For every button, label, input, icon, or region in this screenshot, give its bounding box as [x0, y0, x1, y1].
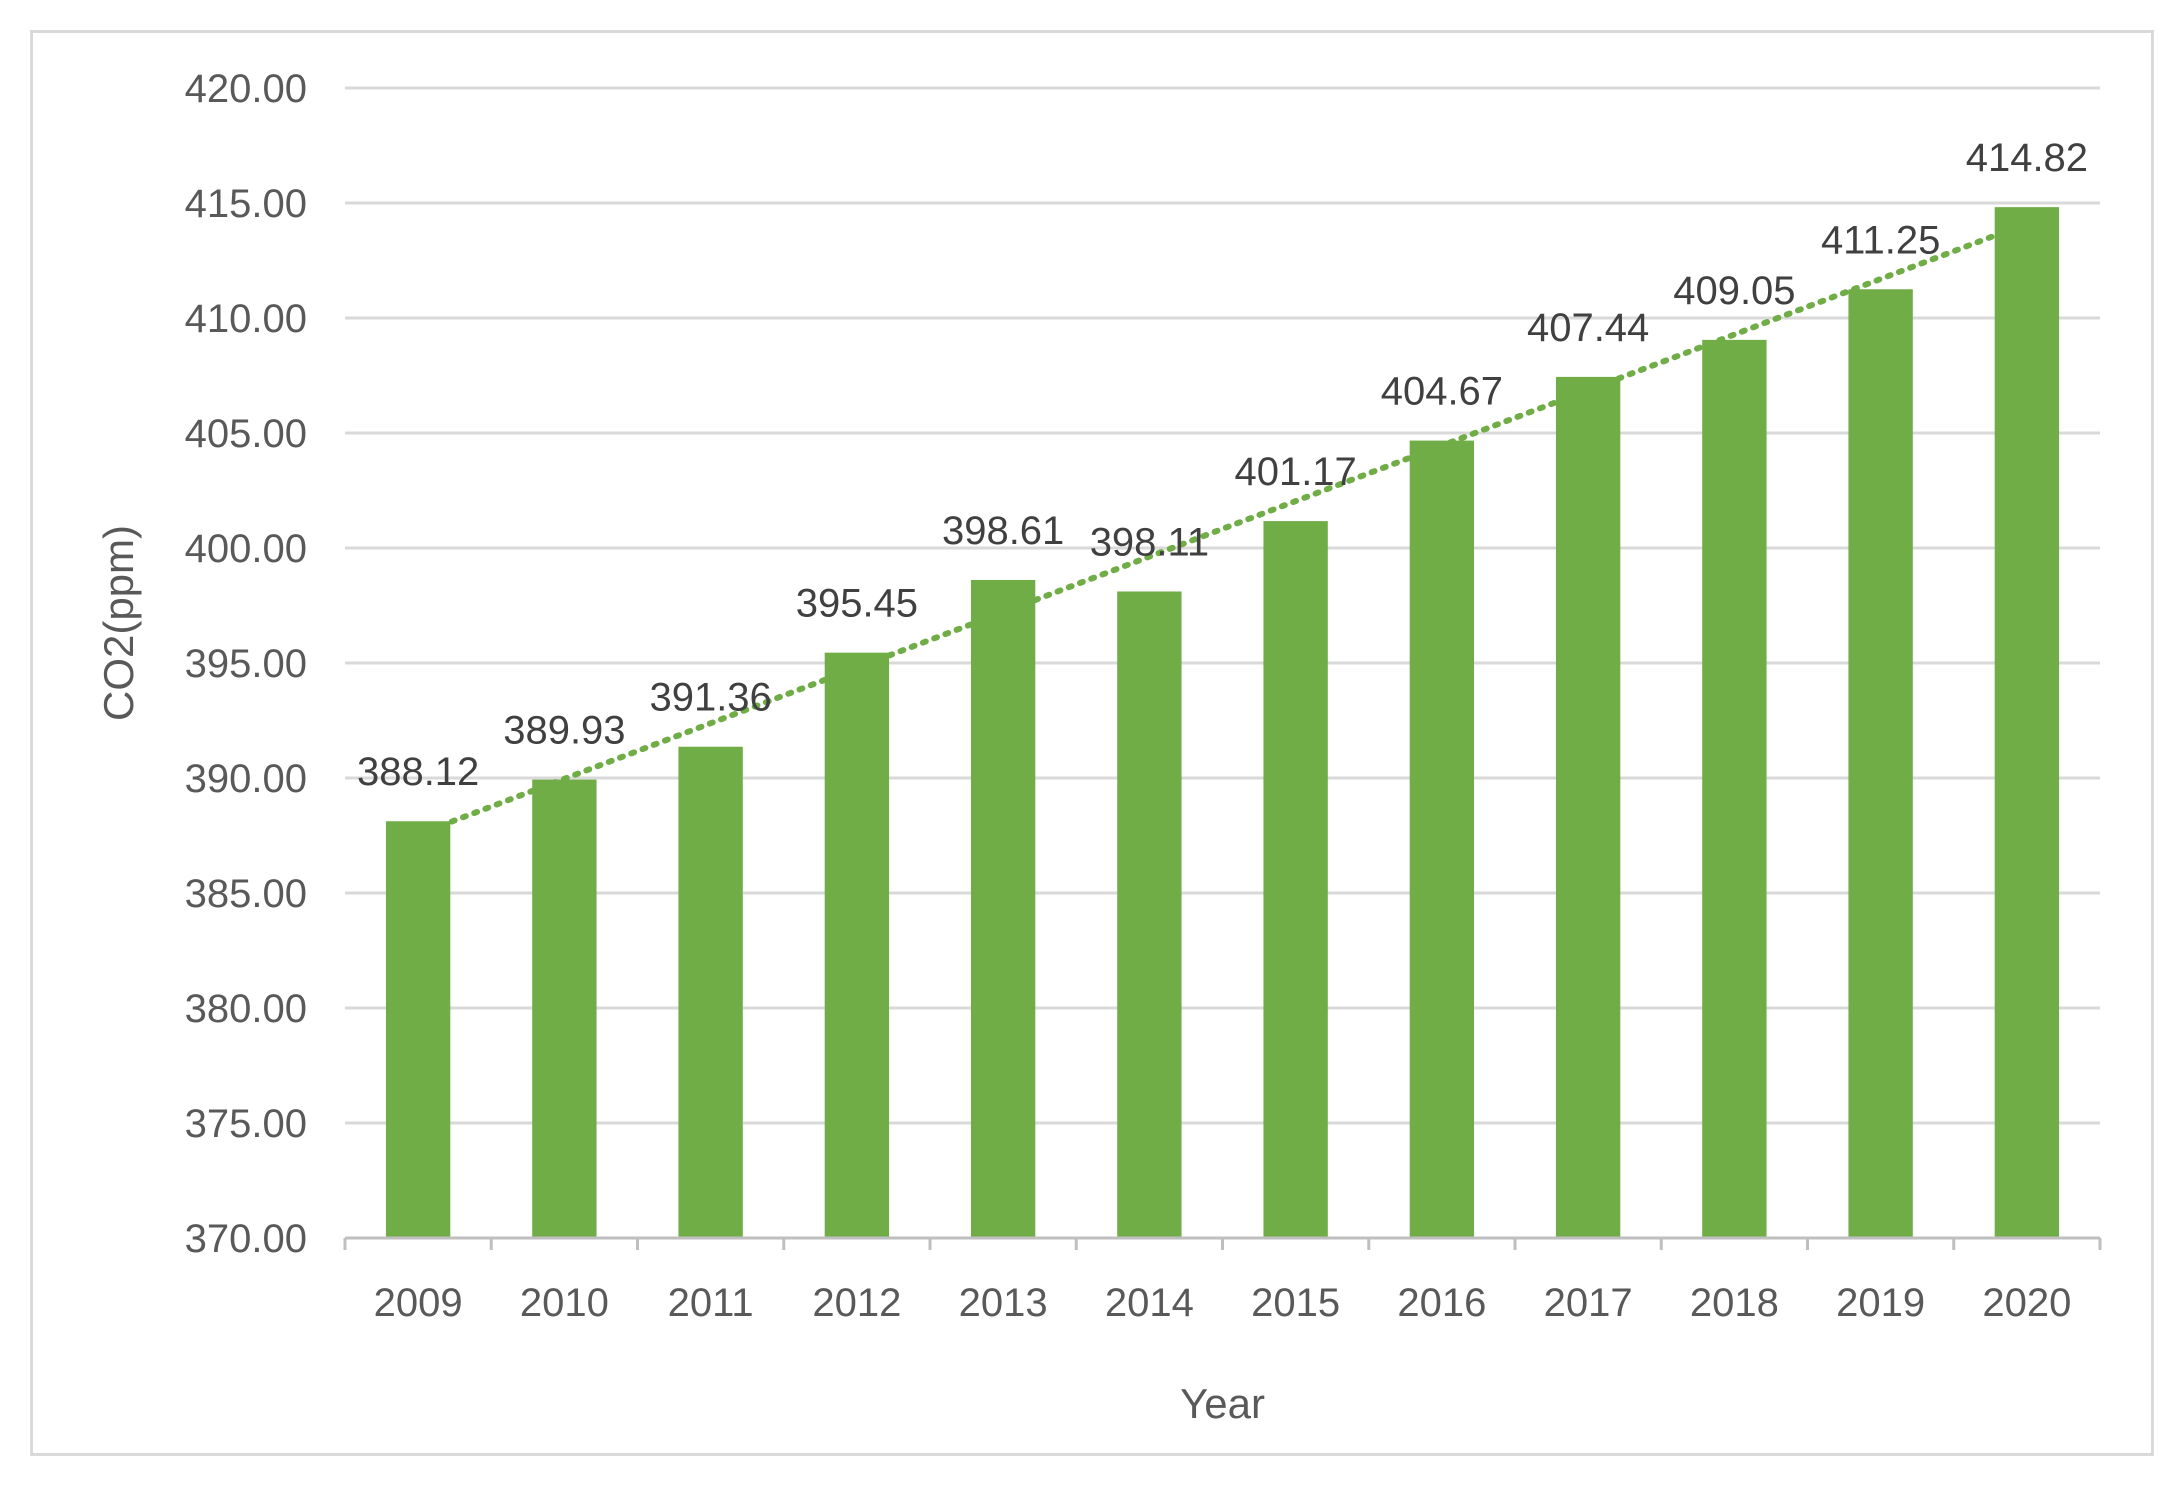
y-tick-label: 415.00	[185, 182, 307, 226]
x-tick-label: 2019	[1836, 1281, 1925, 1325]
data-label-2016: 404.67	[1381, 370, 1503, 414]
y-tick-labels: 370.00 375.00 380.00 385.00 390.00 395.00 400.…	[185, 67, 307, 1261]
trendline-path	[415, 220, 2030, 838]
x-tick-label: 2018	[1690, 1281, 1779, 1325]
x-axis-title: Year	[1180, 1380, 1265, 1427]
data-label-2013: 398.61	[942, 509, 1064, 553]
bar-2009	[385, 821, 451, 1238]
y-tick-label: 385.00	[185, 872, 307, 916]
bar-2018	[1702, 339, 1767, 1239]
bar-2019	[1848, 289, 1913, 1238]
bar-2015	[1263, 521, 1328, 1238]
bar-2020	[1994, 207, 2060, 1238]
y-tick-label: 400.00	[185, 527, 307, 571]
chart-frame: 388.12 389.93 391.36 395.45 398.61 398.11 401.…	[30, 30, 2154, 1456]
bar-2010	[532, 779, 597, 1238]
data-label-2010: 389.93	[503, 709, 625, 753]
x-tick-label: 2014	[1105, 1281, 1194, 1325]
y-axis-title: CO2(ppm)	[95, 525, 142, 721]
x-tick-label: 2011	[668, 1281, 754, 1325]
x-tick-label: 2020	[1982, 1281, 2071, 1325]
bars	[385, 207, 2060, 1239]
y-tick-label: 395.00	[185, 642, 307, 686]
data-label-2012: 395.45	[796, 582, 918, 626]
data-label-2014: 398.11	[1090, 520, 1209, 564]
x-tick-label: 2017	[1544, 1281, 1633, 1325]
x-tick-label: 2010	[520, 1281, 609, 1325]
data-label-2009: 388.12	[357, 750, 479, 794]
chart-canvas: 388.12 389.93 391.36 395.45 398.61 398.11 401.…	[95, 67, 2102, 1427]
x-tick-label: 2015	[1251, 1281, 1340, 1325]
y-tick-label: 370.00	[185, 1217, 307, 1261]
x-tick-label: 2016	[1397, 1281, 1486, 1325]
y-tick-label: 390.00	[185, 757, 307, 801]
gridlines	[345, 86, 2100, 1125]
data-label-2018: 409.05	[1673, 269, 1795, 313]
y-tick-label: 375.00	[185, 1102, 307, 1146]
data-label-2015: 401.17	[1234, 450, 1356, 494]
y-tick-label: 405.00	[185, 412, 307, 456]
data-label-2020: 414.82	[1966, 136, 2088, 180]
y-tick-label: 380.00	[185, 987, 307, 1031]
data-labels: 388.12 389.93 391.36 395.45 398.61 398.11 401.…	[357, 136, 2088, 794]
bar-2014	[1117, 591, 1182, 1238]
x-tick-label: 2012	[812, 1281, 901, 1325]
bar-2013	[970, 579, 1036, 1238]
x-tick-label: 2013	[959, 1281, 1048, 1325]
trendline	[415, 220, 2030, 838]
y-tick-label: 420.00	[185, 67, 307, 111]
x-tick-label: 2009	[374, 1281, 463, 1325]
data-label-2011: 391.36	[649, 676, 771, 720]
bar-2017	[1555, 376, 1621, 1238]
data-label-2019: 411.25	[1821, 218, 1940, 262]
bar-2012	[824, 652, 890, 1238]
bar-2011	[678, 746, 743, 1238]
axes	[343, 1236, 2102, 1250]
y-tick-label: 410.00	[185, 297, 307, 341]
bar-2016	[1409, 440, 1475, 1239]
x-tick-labels: 2009 2010 2011 2012 2013 2014 2015 2016 2017 2018…	[374, 1281, 2072, 1325]
data-label-2017: 407.44	[1527, 306, 1649, 350]
